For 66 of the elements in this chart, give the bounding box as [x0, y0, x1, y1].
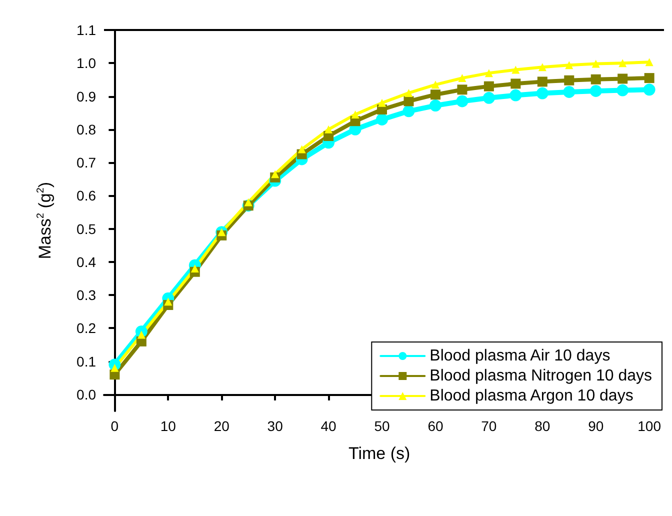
y-tick-label: 0.6 [76, 188, 96, 204]
point [457, 84, 468, 95]
x-tick-label: 70 [481, 418, 497, 434]
y-tick-label: 1.0 [76, 55, 96, 72]
x-axis-title: Time (s) [348, 444, 410, 463]
legend-label: Blood plasma Nitrogen 10 days [430, 368, 652, 384]
point [592, 60, 600, 68]
point [536, 87, 548, 100]
x-tick-label: 20 [214, 418, 230, 434]
point [563, 86, 576, 98]
point [429, 100, 442, 112]
point [484, 69, 493, 78]
legend-label: Blood plasma Argon 10 days [430, 388, 634, 404]
point [484, 81, 494, 92]
point [190, 264, 199, 273]
point [378, 98, 386, 107]
point [616, 84, 629, 96]
point [510, 78, 521, 89]
legend-label: Blood plasma Air 10 days [430, 348, 610, 364]
point [538, 63, 546, 72]
x-tick-label: 30 [267, 418, 284, 434]
point [456, 95, 468, 108]
point [512, 66, 520, 74]
point [458, 74, 466, 82]
point [271, 170, 280, 178]
x-tick-label: 60 [428, 418, 444, 434]
y-tick-label: 0.9 [76, 88, 96, 104]
point [565, 61, 574, 70]
x-tick-label: 10 [160, 418, 176, 434]
x-tick-label: 40 [320, 418, 337, 434]
point [618, 74, 628, 84]
point [298, 145, 306, 154]
y-tick-label: 0.1 [76, 353, 96, 370]
point [351, 110, 360, 118]
point [644, 73, 654, 84]
point [404, 96, 414, 106]
point [590, 74, 601, 84]
y-tick-label: 0.0 [76, 386, 96, 402]
point [645, 58, 654, 66]
y-tick-label: 0.8 [76, 121, 96, 138]
point [402, 105, 415, 118]
point [404, 88, 413, 97]
point [643, 84, 656, 96]
y-tick-label: 1.1 [76, 22, 96, 38]
point [590, 84, 602, 97]
point [482, 92, 495, 104]
x-tick-label: 50 [374, 418, 390, 434]
point [431, 80, 440, 89]
point [564, 75, 574, 86]
point [430, 90, 440, 100]
y-tick-label: 0.5 [76, 220, 96, 237]
point [164, 298, 172, 306]
x-tick-label: 90 [588, 418, 604, 434]
point [510, 89, 522, 102]
y-tick-label: 0.4 [76, 254, 96, 270]
point [376, 113, 388, 126]
x-tick-label: 100 [638, 418, 662, 434]
y-tick-label: 0.2 [76, 320, 96, 336]
point [324, 125, 333, 134]
point [537, 76, 548, 87]
y-axis-title: Mass2 (g2) [36, 182, 54, 260]
x-tick-label: 0 [110, 418, 119, 434]
y-tick-label: 0.7 [76, 154, 96, 171]
y-tick-label: 0.3 [76, 287, 96, 304]
point [618, 59, 627, 68]
x-tick-label: 80 [534, 418, 550, 434]
